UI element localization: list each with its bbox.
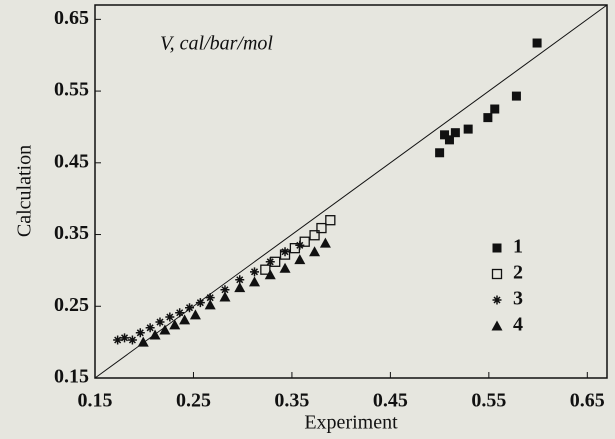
legend-marker — [492, 243, 502, 253]
x-tick-label: 0.65 — [570, 390, 605, 412]
point — [316, 222, 327, 234]
y-tick-label: 0.25 — [54, 294, 89, 316]
x-tick-label: 0.15 — [78, 390, 113, 412]
point — [490, 104, 500, 114]
legend-marker — [492, 295, 502, 305]
point — [219, 291, 231, 302]
x-tick-label: 0.55 — [471, 390, 506, 412]
y-tick-label: 0.15 — [54, 366, 89, 388]
point — [234, 282, 246, 293]
y-tick-label: 0.35 — [54, 222, 89, 244]
point — [319, 237, 331, 248]
point — [120, 333, 130, 343]
legend-label: 1 — [513, 236, 523, 258]
point — [249, 276, 261, 287]
x-tick-label: 0.25 — [176, 390, 211, 412]
plot-frame — [94, 4, 608, 379]
point — [145, 323, 155, 333]
point — [444, 135, 454, 145]
point — [463, 124, 473, 134]
point — [440, 130, 450, 140]
point — [483, 113, 493, 123]
point — [265, 257, 275, 267]
point — [279, 262, 291, 273]
point — [113, 335, 123, 345]
point — [260, 264, 271, 275]
point — [295, 240, 305, 250]
point — [137, 336, 149, 347]
point — [159, 324, 171, 335]
legend-marker — [491, 268, 503, 280]
legend-label: 2 — [513, 262, 523, 284]
y-tick-label: 0.45 — [54, 150, 89, 172]
point — [165, 312, 175, 322]
point — [450, 128, 460, 138]
point — [189, 309, 201, 320]
point — [195, 298, 205, 308]
point — [149, 329, 161, 340]
point — [264, 269, 276, 280]
y-axis-label: Calculation — [14, 145, 36, 237]
y-tick-label: 0.65 — [54, 7, 89, 29]
legend-label: 4 — [513, 314, 523, 336]
point — [235, 275, 245, 285]
point — [309, 246, 321, 257]
point — [250, 267, 260, 277]
point — [294, 254, 306, 265]
point — [511, 91, 521, 101]
point — [135, 328, 145, 338]
point — [185, 303, 195, 313]
x-tick-label: 0.45 — [373, 390, 408, 412]
point — [179, 314, 191, 325]
point — [280, 247, 290, 257]
point — [205, 293, 215, 303]
point — [169, 319, 181, 330]
x-axis-label: Experiment — [304, 412, 398, 434]
point — [309, 230, 320, 241]
point — [532, 38, 542, 48]
legend-marker — [491, 320, 503, 331]
point — [155, 317, 165, 327]
point — [220, 285, 230, 295]
point — [435, 148, 445, 158]
point — [175, 308, 185, 318]
annotation: V, cal/bar/mol — [160, 33, 273, 55]
point — [204, 299, 216, 310]
point — [325, 215, 336, 226]
legend-label: 3 — [513, 288, 523, 310]
diagonal-line — [94, 4, 608, 379]
y-tick-label: 0.55 — [54, 79, 89, 101]
x-tick-label: 0.35 — [274, 390, 309, 412]
point — [127, 335, 137, 345]
